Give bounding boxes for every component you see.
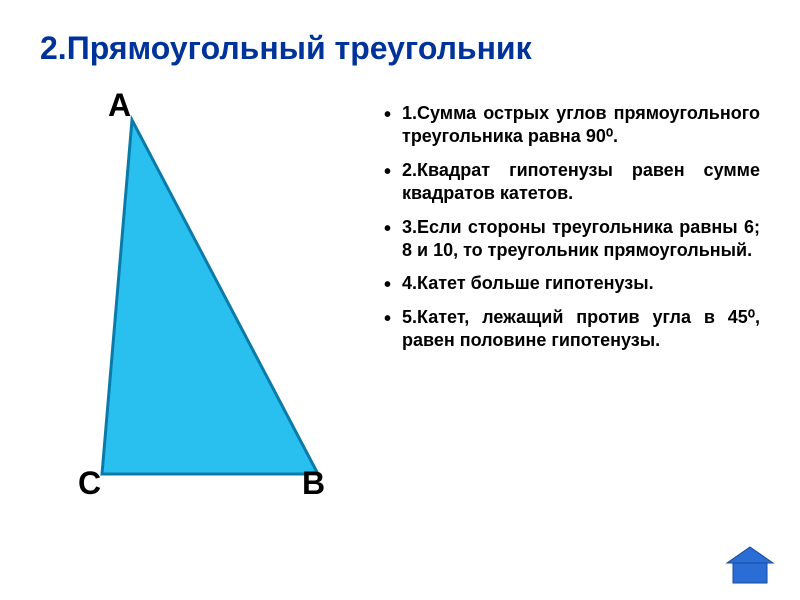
list-item: 5.Катет, лежащий против угла в 45⁰, раве… bbox=[380, 306, 760, 353]
vertex-c-label: С bbox=[78, 465, 101, 502]
list-item: 4.Катет больше гипотенузы. bbox=[380, 272, 760, 295]
vertex-a-label: А bbox=[108, 87, 131, 124]
home-icon bbox=[725, 545, 775, 585]
list-item: 1.Сумма острых углов прямоугольного треу… bbox=[380, 102, 760, 149]
home-nav-button[interactable] bbox=[725, 545, 775, 585]
slide-container: 2.Прямоугольный треугольник А В С 1.Сумм… bbox=[0, 0, 800, 600]
triangle-diagram: А В С bbox=[40, 82, 360, 502]
triangle-shape bbox=[60, 112, 360, 512]
list-item: 3.Если стороны треугольника равны 6; 8 и… bbox=[380, 216, 760, 263]
content-area: А В С 1.Сумма острых углов прямоугольног… bbox=[40, 82, 760, 502]
slide-title: 2.Прямоугольный треугольник bbox=[40, 30, 760, 67]
list-item: 2.Квадрат гипотенузы равен сумме квадрат… bbox=[380, 159, 760, 206]
vertex-b-label: В bbox=[302, 465, 325, 502]
bullet-list-container: 1.Сумма острых углов прямоугольного треу… bbox=[380, 82, 760, 502]
bullet-list: 1.Сумма острых углов прямоугольного треу… bbox=[380, 102, 760, 353]
